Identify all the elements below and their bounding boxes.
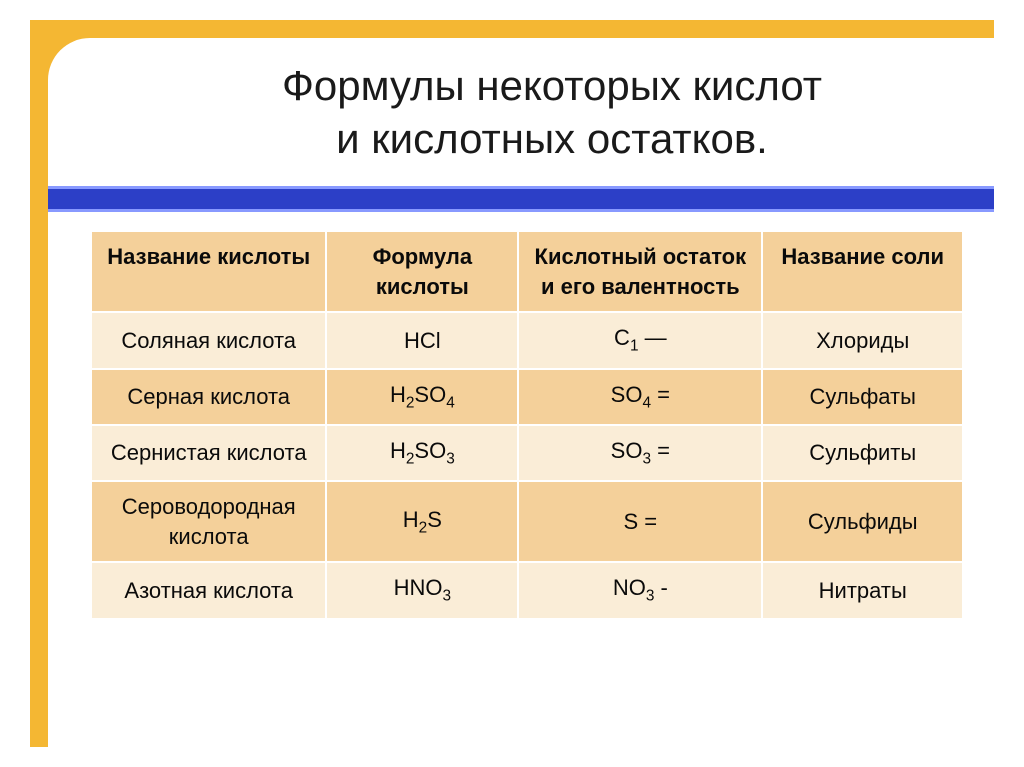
cell-formula: H2SO3 xyxy=(326,425,518,481)
header-row: Название кислоты Формула кислоты Кислотн… xyxy=(91,231,963,312)
header-residue: Кислотный остаток и его валентность xyxy=(518,231,762,312)
divider-bar xyxy=(48,186,994,212)
cell-salt: Нитраты xyxy=(762,562,963,618)
cell-name: Серная кислота xyxy=(91,369,326,425)
cell-name: Азотная кислота xyxy=(91,562,326,618)
cell-formula: HNO3 xyxy=(326,562,518,618)
cell-residue: SO3 = xyxy=(518,425,762,481)
acids-table: Название кислоты Формула кислоты Кислотн… xyxy=(90,230,964,620)
cell-salt: Сульфаты xyxy=(762,369,963,425)
table-body: Соляная кислотаHClC1 —ХлоридыСерная кисл… xyxy=(91,312,963,618)
table-row: Сернистая кислотаH2SO3SO3 =Сульфиты xyxy=(91,425,963,481)
title-line-2: и кислотных остатков. xyxy=(336,115,768,162)
cell-residue: NO3 - xyxy=(518,562,762,618)
frame-left xyxy=(30,20,48,747)
cell-formula: HCl xyxy=(326,312,518,368)
acids-table-container: Название кислоты Формула кислоты Кислотн… xyxy=(90,230,964,620)
header-name: Название кислоты xyxy=(91,231,326,312)
header-salt: Название соли xyxy=(762,231,963,312)
cell-name: Соляная кислота xyxy=(91,312,326,368)
cell-residue: C1 — xyxy=(518,312,762,368)
cell-name: Сероводородная кислота xyxy=(91,481,326,562)
cell-residue: S = xyxy=(518,481,762,562)
table-row: Сероводородная кислотаH2SS =Сульфиды xyxy=(91,481,963,562)
cell-salt: Сульфиты xyxy=(762,425,963,481)
header-formula: Формула кислоты xyxy=(326,231,518,312)
frame-top xyxy=(30,20,994,38)
table-row: Азотная кислотаHNO3NO3 -Нитраты xyxy=(91,562,963,618)
slide-title: Формулы некоторых кислот и кислотных ост… xyxy=(120,60,984,165)
title-line-1: Формулы некоторых кислот xyxy=(282,62,822,109)
cell-name: Сернистая кислота xyxy=(91,425,326,481)
table-row: Соляная кислотаHClC1 —Хлориды xyxy=(91,312,963,368)
table-row: Серная кислотаH2SO4SO4 =Сульфаты xyxy=(91,369,963,425)
cell-residue: SO4 = xyxy=(518,369,762,425)
cell-salt: Хлориды xyxy=(762,312,963,368)
cell-formula: H2S xyxy=(326,481,518,562)
cell-salt: Сульфиды xyxy=(762,481,963,562)
cell-formula: H2SO4 xyxy=(326,369,518,425)
